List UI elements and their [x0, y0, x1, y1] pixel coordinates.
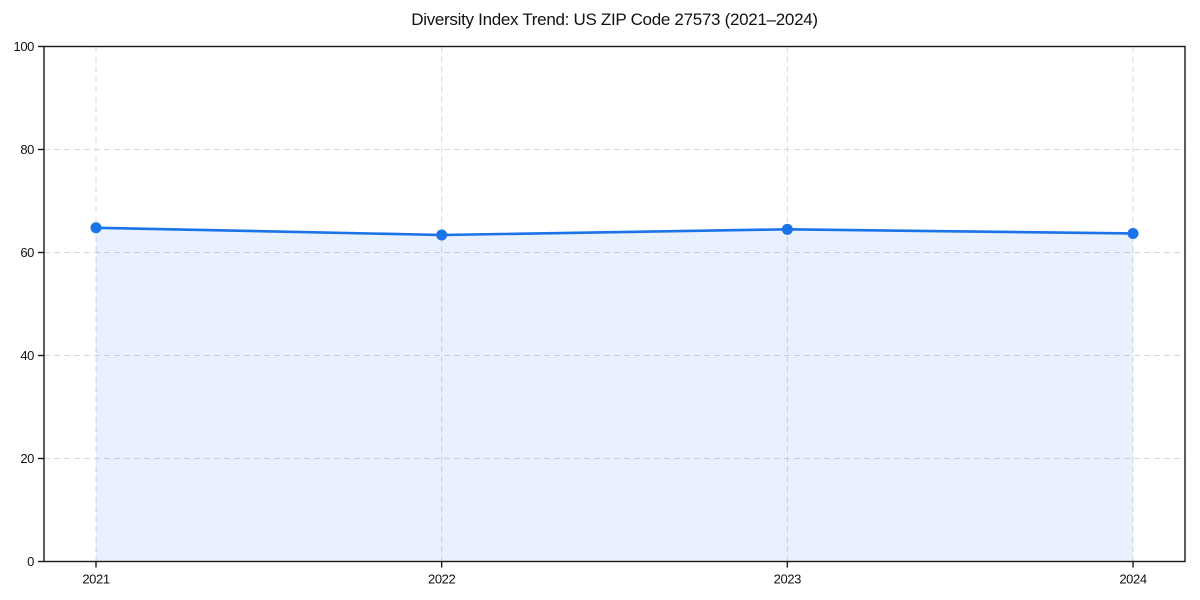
y-tick-label: 80: [20, 142, 34, 157]
y-tick-label: 0: [27, 554, 34, 569]
y-tick-label: 40: [20, 348, 34, 363]
chart-title: Diversity Index Trend: US ZIP Code 27573…: [411, 10, 818, 29]
data-point-2023: [781, 223, 793, 235]
data-point-2021: [90, 222, 102, 234]
trend-line: [94, 226, 1135, 237]
area-fill: [96, 227, 1133, 562]
y-tick-label: 100: [14, 39, 35, 54]
data-point-2024: [1127, 227, 1139, 239]
x-tick-label: 2021: [82, 572, 109, 587]
data-point-2022: [436, 229, 448, 241]
x-tick-label: 2022: [428, 572, 455, 587]
y-tick-label: 20: [20, 451, 34, 466]
y-tick-label: 60: [20, 245, 34, 260]
plot-border: [43, 45, 1186, 563]
x-tick-label: 2024: [1119, 572, 1146, 587]
x-tick-label: 2023: [774, 572, 801, 587]
